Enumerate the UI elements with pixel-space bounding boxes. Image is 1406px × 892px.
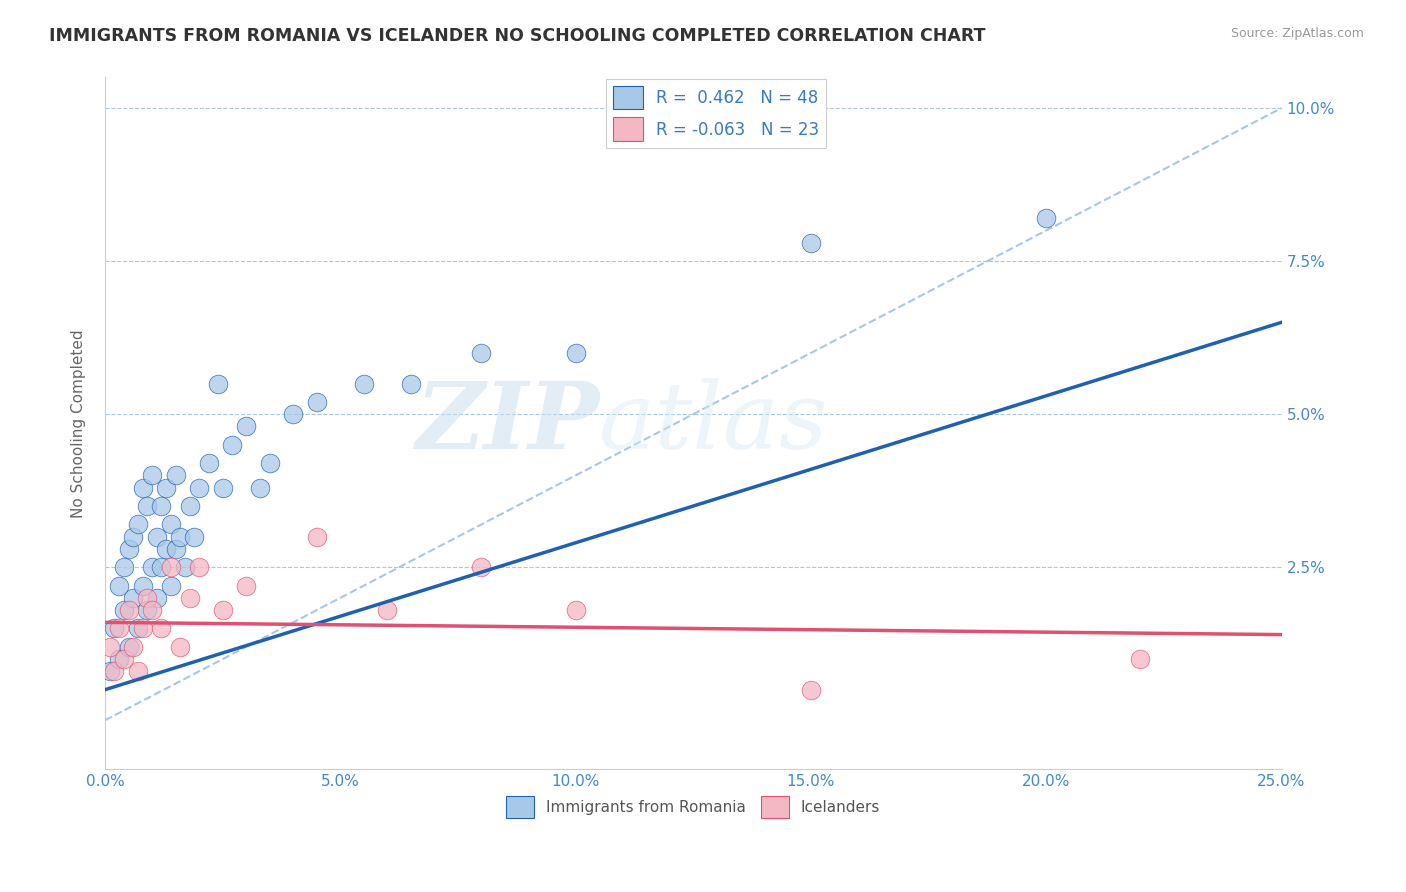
- Point: [564, 346, 586, 360]
- Point: [131, 622, 153, 636]
- Point: [165, 541, 187, 556]
- Point: [800, 235, 823, 250]
- Point: [160, 517, 183, 532]
- Point: [259, 456, 281, 470]
- Point: [221, 438, 243, 452]
- Point: [136, 499, 159, 513]
- Point: [165, 468, 187, 483]
- Point: [160, 560, 183, 574]
- Point: [470, 346, 492, 360]
- Point: [800, 682, 823, 697]
- Point: [564, 603, 586, 617]
- Point: [127, 622, 149, 636]
- Point: [353, 376, 375, 391]
- Y-axis label: No Schooling Completed: No Schooling Completed: [72, 329, 86, 517]
- Text: ZIP: ZIP: [415, 378, 599, 468]
- Point: [112, 560, 135, 574]
- Point: [117, 603, 139, 617]
- Point: [155, 541, 177, 556]
- Point: [305, 530, 328, 544]
- Point: [103, 622, 125, 636]
- Point: [136, 603, 159, 617]
- Point: [145, 591, 167, 605]
- Point: [155, 481, 177, 495]
- Point: [127, 665, 149, 679]
- Point: [127, 517, 149, 532]
- Point: [305, 395, 328, 409]
- Text: IMMIGRANTS FROM ROMANIA VS ICELANDER NO SCHOOLING COMPLETED CORRELATION CHART: IMMIGRANTS FROM ROMANIA VS ICELANDER NO …: [49, 27, 986, 45]
- Point: [211, 603, 233, 617]
- Point: [131, 481, 153, 495]
- Point: [1129, 652, 1152, 666]
- Point: [377, 603, 399, 617]
- Point: [179, 591, 201, 605]
- Point: [136, 591, 159, 605]
- Point: [235, 419, 257, 434]
- Point: [183, 530, 205, 544]
- Point: [1035, 211, 1057, 226]
- Point: [108, 579, 131, 593]
- Point: [150, 560, 173, 574]
- Point: [131, 579, 153, 593]
- Point: [122, 591, 145, 605]
- Point: [207, 376, 229, 391]
- Point: [188, 560, 211, 574]
- Point: [174, 560, 197, 574]
- Point: [169, 640, 191, 654]
- Text: Source: ZipAtlas.com: Source: ZipAtlas.com: [1230, 27, 1364, 40]
- Point: [141, 560, 163, 574]
- Point: [141, 603, 163, 617]
- Point: [145, 530, 167, 544]
- Point: [141, 468, 163, 483]
- Point: [160, 579, 183, 593]
- Point: [150, 499, 173, 513]
- Point: [188, 481, 211, 495]
- Point: [150, 622, 173, 636]
- Point: [197, 456, 219, 470]
- Point: [98, 665, 121, 679]
- Point: [103, 665, 125, 679]
- Point: [179, 499, 201, 513]
- Point: [122, 530, 145, 544]
- Point: [117, 640, 139, 654]
- Point: [98, 640, 121, 654]
- Point: [235, 579, 257, 593]
- Point: [470, 560, 492, 574]
- Point: [399, 376, 422, 391]
- Point: [249, 481, 271, 495]
- Legend: Immigrants from Romania, Icelanders: Immigrants from Romania, Icelanders: [501, 790, 886, 824]
- Point: [117, 541, 139, 556]
- Point: [108, 622, 131, 636]
- Point: [112, 603, 135, 617]
- Point: [112, 652, 135, 666]
- Point: [283, 407, 305, 421]
- Point: [211, 481, 233, 495]
- Text: atlas: atlas: [599, 378, 828, 468]
- Point: [122, 640, 145, 654]
- Point: [108, 652, 131, 666]
- Point: [169, 530, 191, 544]
